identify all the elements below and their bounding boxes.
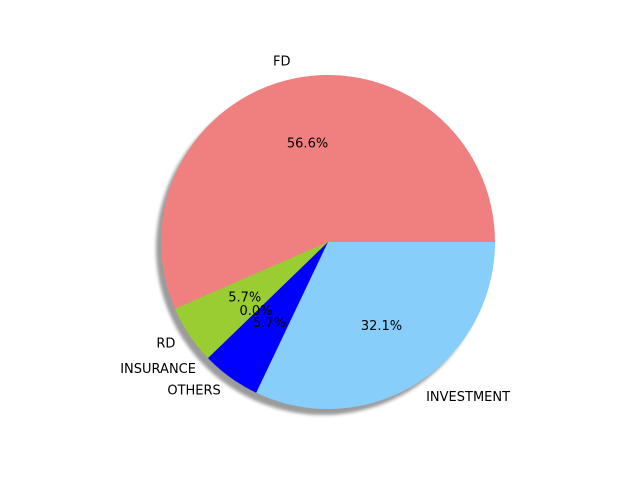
category-label-others: OTHERS bbox=[167, 384, 220, 399]
category-label-rd: RD bbox=[156, 337, 175, 352]
percent-label-insurance: 0.0% bbox=[239, 304, 272, 319]
pie-slice-rd bbox=[174, 242, 328, 359]
pie-slice-fd bbox=[161, 74, 495, 309]
pie-slice-investment bbox=[256, 242, 495, 409]
category-label-investment: INVESTMENT bbox=[426, 390, 510, 405]
percent-label-fd: 56.6% bbox=[287, 136, 328, 151]
percent-label-others: 5.7% bbox=[253, 316, 286, 331]
pie-slices bbox=[161, 74, 495, 409]
pie-slice-others bbox=[207, 242, 328, 393]
percent-label-rd: 5.7% bbox=[228, 290, 261, 305]
percent-label-investment: 32.1% bbox=[361, 319, 402, 334]
pie-labels: FD 56.6% RD 5.7% INSURANCE 0.0% OTHERS 5.7% INVE… bbox=[120, 55, 510, 405]
category-label-fd: FD bbox=[273, 55, 291, 70]
category-label-insurance: INSURANCE bbox=[120, 362, 196, 377]
